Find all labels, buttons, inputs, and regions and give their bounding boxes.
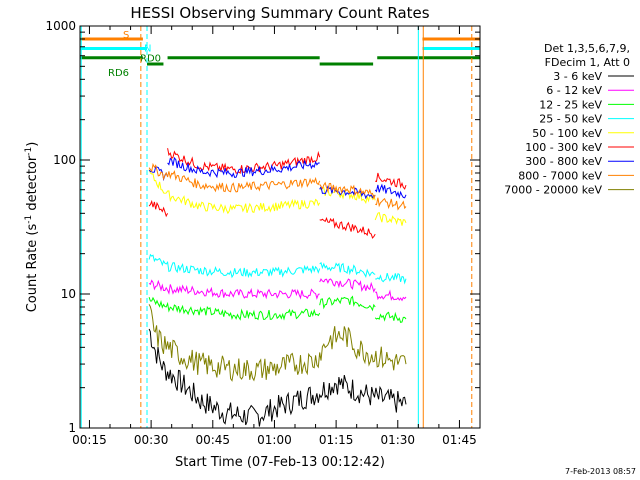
vertical-markers <box>80 26 473 428</box>
series-7-segment-3 <box>375 197 407 211</box>
series-0-segment-0 <box>148 328 407 427</box>
x-tick-label-3: 01:00 <box>257 433 292 447</box>
y-tick-label-1: 10 <box>61 287 76 301</box>
series-7 <box>148 162 407 211</box>
series-5-segment-3 <box>375 172 407 190</box>
series-3-segment-1 <box>319 261 376 279</box>
mode-label-n: N <box>144 43 151 54</box>
series-7-segment-0 <box>148 162 169 181</box>
series-2-segment-1 <box>319 295 376 312</box>
plot-frame <box>79 25 481 429</box>
series-3-segment-0 <box>148 253 321 279</box>
series-1-segment-2 <box>375 289 407 302</box>
y-axis-label: Count Rate (s-1 detector-1) <box>24 142 40 313</box>
series-4-segment-0 <box>148 169 321 215</box>
series-0 <box>148 328 407 427</box>
legend-entry-3: 25 - 50 keV <box>539 113 602 126</box>
y-tick-label-3: 1000 <box>45 19 76 33</box>
y-axis-label-mid: detector <box>25 155 40 215</box>
series-7-segment-2 <box>319 181 376 200</box>
x-axis-label: Start Time (07-Feb-13 00:12:42) <box>175 455 385 470</box>
series-2-segment-0 <box>148 296 321 321</box>
legend-entry-8: 7000 - 20000 keV <box>504 184 602 197</box>
legend-entry-0: 3 - 6 keV <box>553 70 602 83</box>
series-8-segment-0 <box>148 304 407 382</box>
series-1-segment-1 <box>319 278 376 293</box>
series-1 <box>148 278 407 302</box>
x-axis: 00:15 00:30 00:45 01:00 01:15 01:30 01:45 <box>72 26 477 447</box>
y-axis-label-end: ) <box>25 142 40 147</box>
series-4-segment-2 <box>374 211 407 226</box>
y-tick-label-2: 100 <box>53 153 76 167</box>
legend-entry-6: 300 - 800 keV <box>525 155 602 168</box>
legend: Det 1,3,5,6,7,9, FDecim 1, Att 0 3 - 6 k… <box>504 42 634 197</box>
series-5-segment-0 <box>148 199 169 218</box>
series-3 <box>148 253 407 285</box>
footer-date: 7-Feb-2013 08:57 <box>565 467 636 476</box>
legend-entry-7: 800 - 7000 keV <box>518 169 602 182</box>
chart-title: HESSI Observing Summary Count Rates <box>130 4 429 22</box>
legend-entry-2: 12 - 25 keV <box>539 98 602 111</box>
legend-header-line-1: Det 1,3,5,6,7,9, <box>544 42 630 55</box>
y-tick-label-0: 1 <box>68 421 76 435</box>
x-tick-label-5: 01:30 <box>380 433 415 447</box>
series-2-segment-2 <box>374 311 407 324</box>
y-axis-label-sup2: -1 <box>24 147 34 156</box>
legend-entry-5: 100 - 300 keV <box>525 141 602 154</box>
mode-label-s: S <box>123 30 129 41</box>
x-tick-label-1: 00:30 <box>134 433 169 447</box>
series-6-segment-1 <box>167 156 320 179</box>
series-2 <box>148 295 407 324</box>
series-group <box>148 148 407 427</box>
x-tick-label-2: 00:45 <box>195 433 230 447</box>
x-tick-label-6: 01:45 <box>442 433 477 447</box>
series-5-segment-2 <box>319 216 376 239</box>
legend-entry-1: 6 - 12 keV <box>546 84 602 97</box>
mode-label-rd0: RD0 <box>140 54 161 65</box>
series-8 <box>148 304 407 382</box>
series-7-segment-1 <box>167 170 321 193</box>
series-3-segment-2 <box>375 272 407 285</box>
series-6 <box>148 156 407 200</box>
y-axis-label-sup1: -1 <box>24 215 34 224</box>
series-6-segment-3 <box>374 183 407 199</box>
series-5 <box>148 148 407 239</box>
y-axis-label-main: Count Rate (s <box>25 224 40 313</box>
series-5-segment-1 <box>167 148 321 175</box>
legend-entry-4: 50 - 100 keV <box>532 127 602 140</box>
x-tick-label-0: 00:15 <box>72 433 107 447</box>
series-1-segment-0 <box>148 279 320 300</box>
series-6-segment-2 <box>319 184 376 200</box>
mode-label-rd6: RD6 <box>108 68 129 79</box>
legend-header-line-2: FDecim 1, Att 0 <box>545 56 630 69</box>
x-tick-label-4: 01:15 <box>319 433 354 447</box>
y-axis: 1 10 100 1000 <box>45 19 480 435</box>
